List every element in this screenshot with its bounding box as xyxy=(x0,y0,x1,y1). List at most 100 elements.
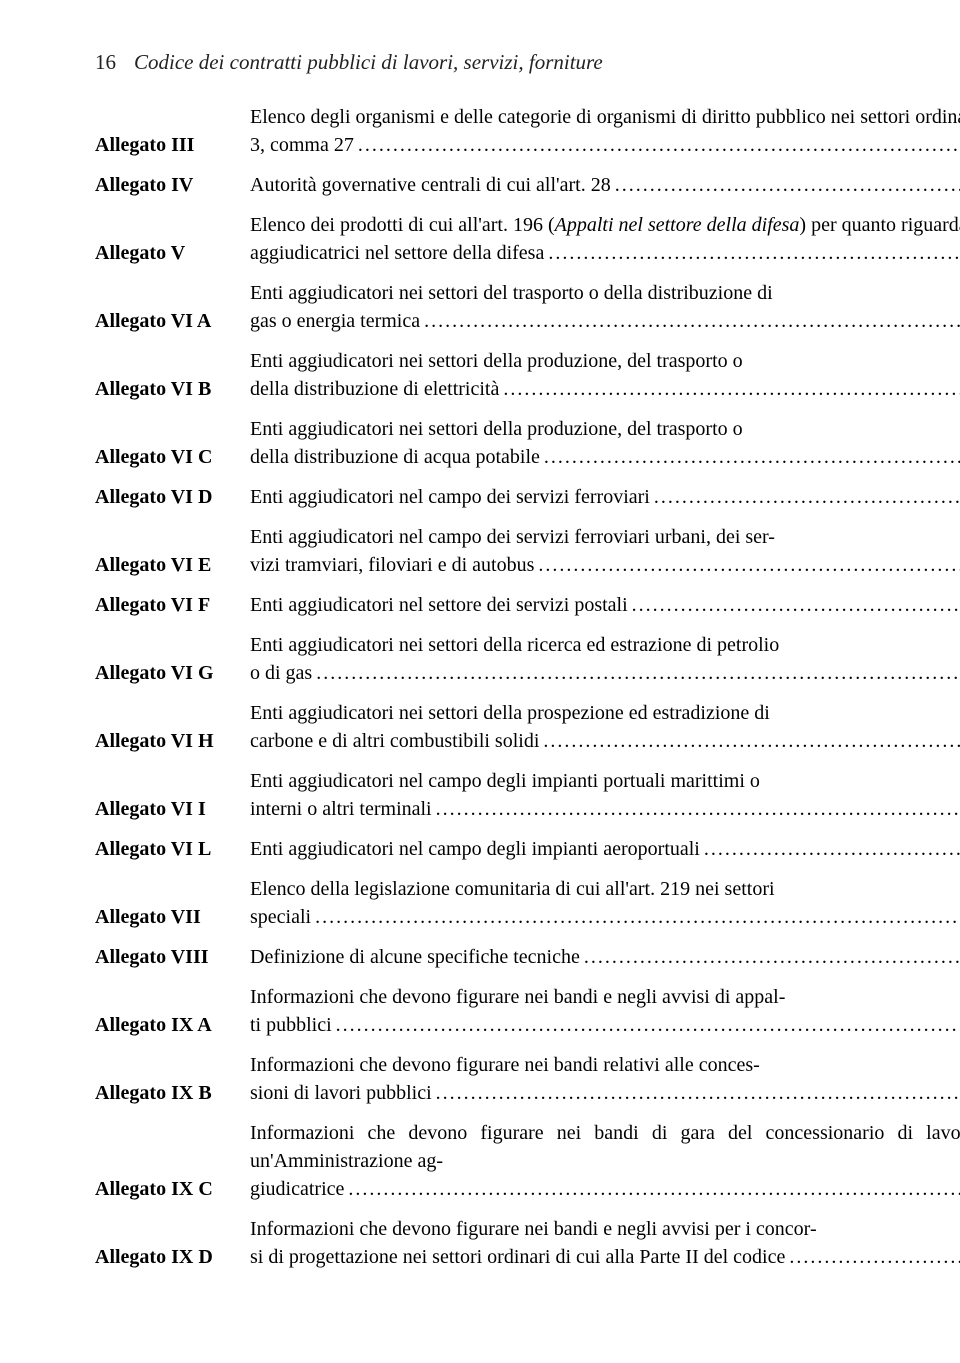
toc-lastline: Definizione di alcune specifiche tecnich… xyxy=(250,943,960,971)
toc-row: Allegato IX BInformazioni che devono fig… xyxy=(95,1051,865,1107)
toc-label: Allegato VI B xyxy=(95,375,250,403)
toc-lastline-text: Enti aggiudicatori nel settore dei servi… xyxy=(250,591,628,619)
toc-lastline: della distribuzione di acqua potabile...… xyxy=(250,443,960,471)
toc-row: Allegato IIIElenco degli organismi e del… xyxy=(95,103,865,159)
toc-description: Elenco dei prodotti di cui all'art. 196 … xyxy=(250,211,960,267)
toc-row: Allegato VI DEnti aggiudicatori nel camp… xyxy=(95,483,865,511)
toc-lastline-text: giudicatrice xyxy=(250,1175,344,1203)
table-of-contents: Allegato IIIElenco degli organismi e del… xyxy=(95,103,865,1271)
toc-label: Allegato VI L xyxy=(95,835,250,863)
toc-lastline: Enti aggiudicatori nel settore dei servi… xyxy=(250,591,960,619)
toc-label: Allegato VI D xyxy=(95,483,250,511)
toc-lastline: giudicatrice............................… xyxy=(250,1175,960,1203)
toc-label: Allegato IX C xyxy=(95,1175,250,1203)
toc-row: Allegato VI GEnti aggiudicatori nei sett… xyxy=(95,631,865,687)
page-number: 16 xyxy=(95,50,116,75)
toc-label: Allegato VI C xyxy=(95,443,250,471)
running-header: 16 Codice dei contratti pubblici di lavo… xyxy=(95,50,865,75)
leader-dots: ........................................… xyxy=(358,131,960,159)
toc-label: Allegato IV xyxy=(95,171,250,199)
leader-dots: ........................................… xyxy=(315,903,960,931)
toc-lastline: della distribuzione di elettricità......… xyxy=(250,375,960,403)
toc-row: Allegato IX DInformazioni che devono fig… xyxy=(95,1215,865,1271)
toc-row: Allegato VI AEnti aggiudicatori nei sett… xyxy=(95,279,865,335)
toc-lastline: interni o altri terminali...............… xyxy=(250,795,960,823)
leader-dots: ........................................… xyxy=(503,375,960,403)
leader-dots: ........................................… xyxy=(544,443,960,471)
leader-dots: ........................................… xyxy=(615,171,960,199)
toc-description-text: Informazioni che devono figurare nei ban… xyxy=(250,1215,960,1243)
toc-lastline-text: della distribuzione di acqua potabile xyxy=(250,443,540,471)
toc-description-text: Enti aggiudicatori nei settori della pro… xyxy=(250,699,960,727)
toc-description: Enti aggiudicatori nei settori della pro… xyxy=(250,347,960,403)
toc-description: Informazioni che devono figurare nei ban… xyxy=(250,1215,960,1271)
leader-dots: ........................................… xyxy=(316,659,960,687)
toc-description: Elenco della legislazione comunitaria di… xyxy=(250,875,960,931)
toc-lastline-text: gas o energia termica xyxy=(250,307,420,335)
toc-description-text: Enti aggiudicatori nei settori della ric… xyxy=(250,631,960,659)
toc-lastline-text: 3, comma 27 xyxy=(250,131,354,159)
toc-label: Allegato V xyxy=(95,239,250,267)
toc-lastline-text: Definizione di alcune specifiche tecnich… xyxy=(250,943,580,971)
toc-description: Enti aggiudicatori nel campo degli impia… xyxy=(250,767,960,823)
toc-description: Enti aggiudicatori nel campo dei servizi… xyxy=(250,523,960,579)
toc-lastline: Enti aggiudicatori nel campo degli impia… xyxy=(250,835,960,863)
toc-lastline-text: si di progettazione nei settori ordinari… xyxy=(250,1243,785,1271)
toc-row: Allegato VIIElenco della legislazione co… xyxy=(95,875,865,931)
toc-description-text: Informazioni che devono figurare nei ban… xyxy=(250,1051,960,1079)
toc-lastline: speciali................................… xyxy=(250,903,960,931)
toc-lastline: Autorità governative centrali di cui all… xyxy=(250,171,960,199)
toc-row: Allegato VI CEnti aggiudicatori nei sett… xyxy=(95,415,865,471)
toc-description: Enti aggiudicatori nel settore dei servi… xyxy=(250,591,960,619)
toc-lastline: o di gas................................… xyxy=(250,659,960,687)
toc-lastline-text: carbone e di altri combustibili solidi xyxy=(250,727,539,755)
toc-label: Allegato VI G xyxy=(95,659,250,687)
toc-lastline-text: o di gas xyxy=(250,659,312,687)
toc-description-text: Enti aggiudicatori nel campo degli impia… xyxy=(250,767,960,795)
toc-label: Allegato VI I xyxy=(95,795,250,823)
toc-lastline: ti pubblici.............................… xyxy=(250,1011,960,1039)
leader-dots: ........................................… xyxy=(538,551,960,579)
toc-row: Allegato VI LEnti aggiudicatori nel camp… xyxy=(95,835,865,863)
leader-dots: ........................................… xyxy=(336,1011,960,1039)
toc-description-text: Enti aggiudicatori nei settori della pro… xyxy=(250,415,960,443)
leader-dots: ........................................… xyxy=(436,795,960,823)
leader-dots: ........................................… xyxy=(704,835,960,863)
toc-row: Allegato VIIIDefinizione di alcune speci… xyxy=(95,943,865,971)
toc-label: Allegato VIII xyxy=(95,943,250,971)
toc-lastline-text: ti pubblici xyxy=(250,1011,332,1039)
toc-description: Elenco degli organismi e delle categorie… xyxy=(250,103,960,159)
toc-lastline-text: Autorità governative centrali di cui all… xyxy=(250,171,611,199)
toc-description: Enti aggiudicatori nei settori della pro… xyxy=(250,699,960,755)
toc-lastline: aggiudicatrici nel settore della difesa.… xyxy=(250,239,960,267)
toc-description-text: Informazioni che devono figurare nei ban… xyxy=(250,1119,960,1175)
leader-dots: ........................................… xyxy=(348,1175,960,1203)
toc-row: Allegato VI BEnti aggiudicatori nei sett… xyxy=(95,347,865,403)
toc-description: Informazioni che devono figurare nei ban… xyxy=(250,983,960,1039)
toc-label: Allegato VI E xyxy=(95,551,250,579)
toc-lastline-text: aggiudicatrici nel settore della difesa xyxy=(250,239,544,267)
toc-description-text: Elenco degli organismi e delle categorie… xyxy=(250,103,960,131)
leader-dots: ........................................… xyxy=(424,307,960,335)
toc-lastline: vizi tramviari, filoviari e di autobus..… xyxy=(250,551,960,579)
leader-dots: ........................................… xyxy=(543,727,960,755)
toc-description: Enti aggiudicatori nei settori del trasp… xyxy=(250,279,960,335)
toc-description-text: Enti aggiudicatori nei settori del trasp… xyxy=(250,279,960,307)
toc-description-text: Elenco della legislazione comunitaria di… xyxy=(250,875,960,903)
toc-description: Enti aggiudicatori nel campo degli impia… xyxy=(250,835,960,863)
toc-row: Allegato IX CInformazioni che devono fig… xyxy=(95,1119,865,1203)
toc-lastline-text: Enti aggiudicatori nel campo dei servizi… xyxy=(250,483,650,511)
toc-lastline: 3, comma 27.............................… xyxy=(250,131,960,159)
leader-dots: ........................................… xyxy=(584,943,960,971)
toc-lastline-text: Enti aggiudicatori nel campo degli impia… xyxy=(250,835,700,863)
toc-lastline: carbone e di altri combustibili solidi..… xyxy=(250,727,960,755)
toc-lastline: si di progettazione nei settori ordinari… xyxy=(250,1243,960,1271)
toc-description: Definizione di alcune specifiche tecnich… xyxy=(250,943,960,971)
leader-dots: ........................................… xyxy=(789,1243,960,1271)
toc-lastline-text: interni o altri terminali xyxy=(250,795,432,823)
toc-description: Enti aggiudicatori nei settori della pro… xyxy=(250,415,960,471)
leader-dots: ........................................… xyxy=(654,483,960,511)
leader-dots: ........................................… xyxy=(632,591,960,619)
toc-label: Allegato IX B xyxy=(95,1079,250,1107)
toc-row: Allegato IX AInformazioni che devono fig… xyxy=(95,983,865,1039)
